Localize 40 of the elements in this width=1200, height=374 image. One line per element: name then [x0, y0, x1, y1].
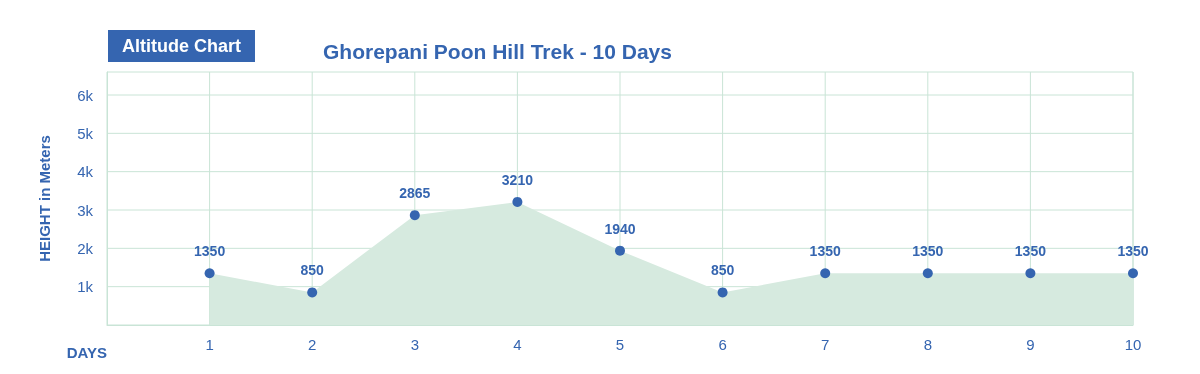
- x-tick-label: 6: [718, 336, 727, 353]
- x-tick-label: 10: [1124, 336, 1142, 353]
- point: [922, 268, 933, 279]
- x-tick-label: 9: [1026, 336, 1035, 353]
- x-tick-label: 3: [410, 336, 419, 353]
- x-tick-label: 5: [615, 336, 625, 353]
- data-label: 1940: [604, 220, 636, 237]
- data-label: 1350: [912, 243, 944, 260]
- y-tick-label: 3k: [77, 201, 94, 219]
- data-label: 2865: [399, 185, 431, 202]
- data-label: 3210: [501, 171, 534, 188]
- data-label: 1350: [1014, 243, 1047, 260]
- y-tick-label: 1k: [77, 278, 94, 296]
- point: [1128, 268, 1138, 279]
- point: [1025, 268, 1036, 279]
- x-tick-label: 7: [821, 336, 830, 353]
- x-tick-label: 2: [308, 336, 317, 353]
- data-label: 850: [710, 262, 735, 279]
- point: [512, 196, 523, 207]
- x-axis-title: DAYS: [66, 344, 107, 361]
- data-label: 1350: [1117, 243, 1149, 260]
- chart-subtitle: Altitude Chart: [122, 36, 241, 56]
- point: [307, 287, 318, 298]
- chart-title: Ghorepani Poon Hill Trek - 10 Days: [323, 40, 672, 63]
- x-tick-label: 4: [513, 336, 522, 353]
- point: [204, 268, 215, 279]
- y-tick-label: 4k: [77, 163, 94, 181]
- x-tick-label: 8: [923, 336, 932, 353]
- point: [820, 268, 831, 279]
- data-label: 1350: [809, 243, 841, 260]
- y-axis-title: HEIGHT in Meters: [36, 135, 53, 262]
- data-label: 850: [300, 262, 325, 279]
- y-tick-label: 5k: [77, 124, 94, 142]
- data-label: 1350: [194, 243, 226, 260]
- y-tick-label: 2k: [77, 239, 94, 257]
- point: [409, 210, 420, 221]
- point: [615, 245, 625, 256]
- x-tick-label: 1: [205, 336, 214, 353]
- point: [717, 287, 728, 298]
- y-tick-label: 6k: [77, 86, 94, 104]
